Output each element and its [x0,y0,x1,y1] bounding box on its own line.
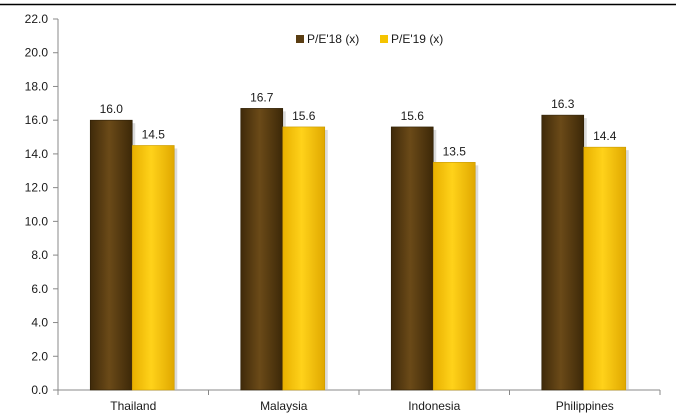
legend-swatch [296,35,304,43]
bar-p-e-18-x- [541,114,585,391]
bar-p-e-19-x- [432,162,476,391]
bar-p-e-18-x- [89,119,133,391]
y-tick-label: 16.0 [25,113,49,127]
data-label: 15.6 [292,109,316,123]
bar-p-e-18-x- [240,108,284,391]
legend: P/E'18 (x) P/E'19 (x) [296,32,443,46]
data-label: 16.0 [100,102,124,116]
bar-p-e-18-x- [390,126,434,391]
category-label: Malaysia [260,399,308,413]
y-tick-label: 14.0 [25,147,49,161]
legend-label: P/E'19 (x) [391,32,443,46]
data-label: 16.7 [250,90,274,104]
y-tick-label: 0.0 [31,383,48,397]
y-tick-label: 2.0 [31,349,48,363]
data-label: 15.6 [401,109,425,123]
y-tick-label: 20.0 [25,46,49,60]
data-label: 14.4 [593,129,617,143]
y-tick-label: 22.0 [25,12,49,26]
category-label: Thailand [110,399,156,413]
y-tick-label: 4.0 [31,316,48,330]
plot-area: 0.0 2.0 4.0 6.0 8.0 10.0 12.0 14.0 16.0 18.0 20.0 2… [25,12,661,413]
y-tick-label: 8.0 [31,248,48,262]
y-tick-label: 12.0 [25,181,49,195]
bar-p-e-19-x- [131,145,175,391]
data-label: 13.5 [443,144,467,158]
y-tick-label: 6.0 [31,282,48,296]
category-label: Indonesia [408,399,460,413]
bar-p-e-19-x- [282,126,326,391]
y-tick-label: 18.0 [25,79,49,93]
category-label: Philippines [556,399,614,413]
data-label: 16.3 [551,97,575,111]
legend-label: P/E'18 (x) [307,32,359,46]
data-label: 14.5 [142,127,166,141]
bar-p-e-19-x- [583,146,627,391]
legend-swatch [380,35,388,43]
y-tick-label: 10.0 [25,214,49,228]
